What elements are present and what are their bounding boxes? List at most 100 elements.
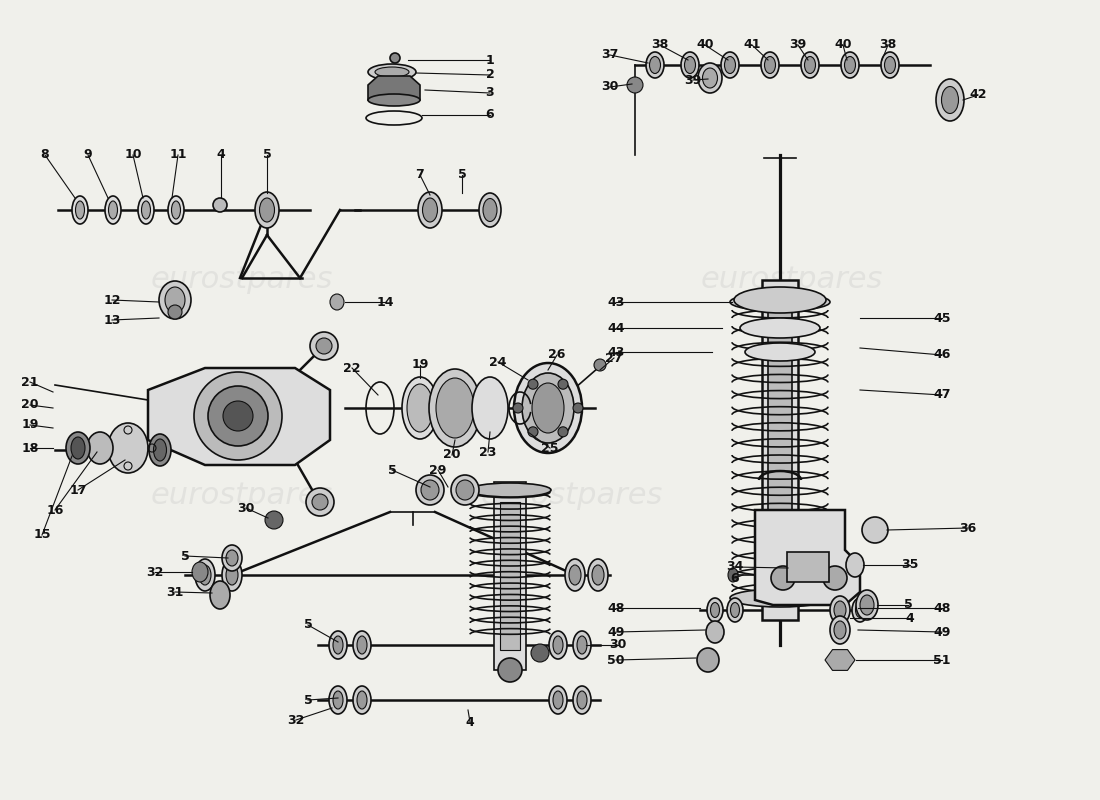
Text: 23: 23 (480, 446, 497, 458)
Text: 44: 44 (607, 322, 625, 334)
Text: 30: 30 (238, 502, 255, 514)
Ellipse shape (725, 57, 736, 74)
Ellipse shape (210, 581, 230, 609)
Text: 43: 43 (607, 295, 625, 309)
Text: 49: 49 (933, 626, 950, 638)
Ellipse shape (588, 559, 608, 591)
Ellipse shape (832, 598, 848, 622)
Text: 4: 4 (217, 149, 226, 162)
Text: 5: 5 (180, 550, 189, 562)
Ellipse shape (553, 691, 563, 709)
Circle shape (390, 53, 400, 63)
Text: 14: 14 (376, 295, 394, 309)
Ellipse shape (578, 636, 587, 654)
Ellipse shape (553, 636, 563, 654)
Ellipse shape (764, 57, 776, 74)
Ellipse shape (469, 483, 551, 497)
Ellipse shape (330, 294, 344, 310)
Ellipse shape (222, 559, 242, 591)
Circle shape (312, 494, 328, 510)
Text: eurostpares: eurostpares (151, 482, 333, 510)
Ellipse shape (478, 193, 500, 227)
Text: 49: 49 (607, 626, 625, 638)
Ellipse shape (856, 590, 878, 620)
Ellipse shape (333, 636, 343, 654)
Ellipse shape (573, 686, 591, 714)
Ellipse shape (260, 198, 275, 222)
Ellipse shape (472, 377, 508, 439)
Ellipse shape (842, 52, 859, 78)
Text: 48: 48 (607, 602, 625, 614)
Ellipse shape (353, 631, 371, 659)
Text: 35: 35 (901, 558, 918, 571)
Text: 30: 30 (609, 638, 627, 651)
Ellipse shape (66, 432, 90, 464)
Ellipse shape (375, 67, 409, 77)
Text: 3: 3 (486, 86, 494, 99)
Text: 4: 4 (905, 611, 914, 625)
Ellipse shape (368, 64, 416, 80)
Ellipse shape (456, 480, 474, 500)
Text: 6: 6 (486, 109, 494, 122)
Text: 40: 40 (696, 38, 714, 51)
Ellipse shape (592, 565, 604, 585)
Ellipse shape (358, 636, 367, 654)
Ellipse shape (168, 196, 184, 224)
Ellipse shape (734, 287, 826, 313)
Ellipse shape (213, 198, 227, 212)
Text: 32: 32 (287, 714, 305, 726)
Ellipse shape (706, 621, 724, 643)
Ellipse shape (72, 196, 88, 224)
Ellipse shape (578, 691, 587, 709)
Ellipse shape (936, 79, 964, 121)
Text: 47: 47 (933, 389, 950, 402)
Circle shape (573, 403, 583, 413)
Polygon shape (825, 650, 855, 670)
Ellipse shape (451, 475, 478, 505)
Ellipse shape (830, 616, 850, 644)
Ellipse shape (402, 377, 438, 439)
Text: 7: 7 (416, 169, 425, 182)
Circle shape (531, 644, 549, 662)
Ellipse shape (421, 480, 439, 500)
Ellipse shape (852, 598, 868, 622)
Text: 6: 6 (730, 571, 739, 585)
Circle shape (223, 401, 253, 431)
Circle shape (498, 658, 522, 682)
Ellipse shape (368, 94, 420, 106)
Ellipse shape (565, 559, 585, 591)
Circle shape (528, 379, 538, 389)
Ellipse shape (730, 293, 830, 311)
Ellipse shape (684, 57, 695, 74)
Ellipse shape (549, 631, 566, 659)
Text: 5: 5 (304, 694, 312, 706)
Text: 25: 25 (541, 442, 559, 454)
Ellipse shape (104, 196, 121, 224)
Ellipse shape (860, 595, 875, 615)
Text: 19: 19 (21, 418, 38, 431)
Text: 32: 32 (146, 566, 164, 578)
Polygon shape (368, 76, 420, 100)
Ellipse shape (697, 648, 719, 672)
Ellipse shape (483, 198, 497, 222)
Circle shape (823, 566, 847, 590)
Ellipse shape (745, 343, 815, 361)
Text: 39: 39 (790, 38, 806, 51)
Text: 4: 4 (465, 715, 474, 729)
Text: 13: 13 (103, 314, 121, 326)
Ellipse shape (707, 598, 723, 622)
Text: 22: 22 (343, 362, 361, 374)
Text: 31: 31 (166, 586, 184, 598)
Bar (500, 502, 520, 650)
Polygon shape (755, 510, 860, 605)
Ellipse shape (884, 57, 895, 74)
Ellipse shape (836, 602, 845, 618)
Ellipse shape (148, 434, 170, 466)
Ellipse shape (418, 192, 442, 228)
Text: 19: 19 (411, 358, 429, 371)
Ellipse shape (142, 201, 151, 219)
Ellipse shape (727, 598, 742, 622)
Circle shape (627, 77, 644, 93)
Ellipse shape (353, 686, 371, 714)
Ellipse shape (222, 545, 242, 571)
